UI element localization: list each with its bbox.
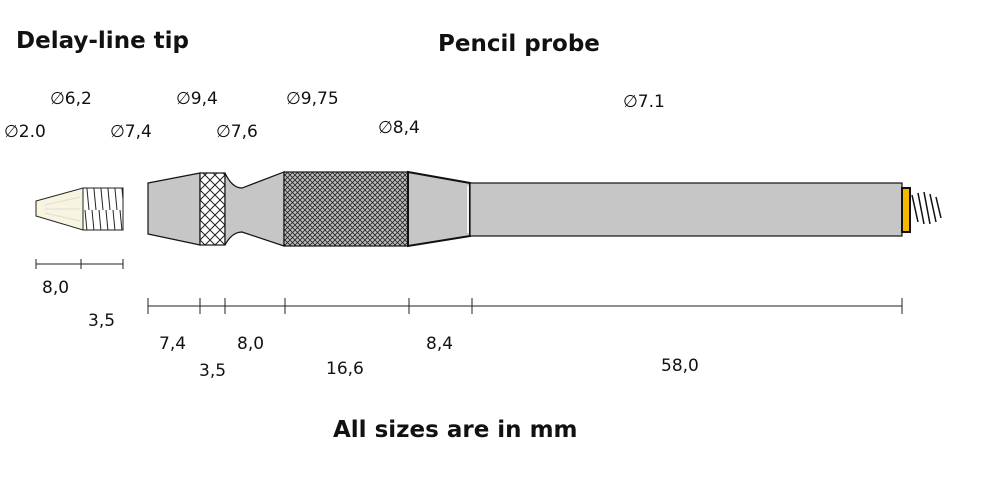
probe-title: Pencil probe (438, 31, 600, 57)
length-label: 3,5 (88, 311, 116, 331)
tip-thread (82, 187, 124, 231)
probe-shaft (469, 182, 903, 237)
units-note: All sizes are in mm (333, 417, 578, 443)
diameter-label: ∅2.0 (4, 122, 46, 142)
tip-title: Delay-line tip (16, 28, 190, 54)
connector-ring (901, 187, 911, 233)
diameter-label: ∅7,6 (216, 122, 258, 142)
probe-front-section (147, 172, 201, 246)
connector-spring (911, 191, 942, 225)
diameter-label: ∅6,2 (50, 89, 92, 109)
length-label: 58,0 (661, 356, 699, 376)
diameter-label: ∅7,4 (110, 122, 152, 142)
diameter-label: ∅8,4 (378, 118, 420, 138)
probe-dimension-line (147, 298, 903, 314)
length-label: 8,4 (426, 334, 454, 354)
length-label: 16,6 (326, 359, 364, 379)
length-label: 8,0 (42, 278, 70, 298)
length-label: 8,0 (237, 334, 265, 354)
delay-line-tip (35, 187, 124, 231)
probe-knurl-ring (199, 172, 226, 246)
diameter-label: ∅9,75 (286, 89, 339, 109)
diameter-label: ∅9,4 (176, 89, 218, 109)
pencil-probe (147, 170, 942, 248)
diameter-label: ∅7.1 (623, 92, 665, 112)
probe-taper (407, 170, 471, 248)
probe-neck (224, 171, 285, 247)
length-label: 3,5 (199, 361, 227, 381)
tip-dimension-line (35, 259, 124, 269)
length-label: 7,4 (159, 334, 187, 354)
probe-grip-knurl (283, 171, 409, 247)
